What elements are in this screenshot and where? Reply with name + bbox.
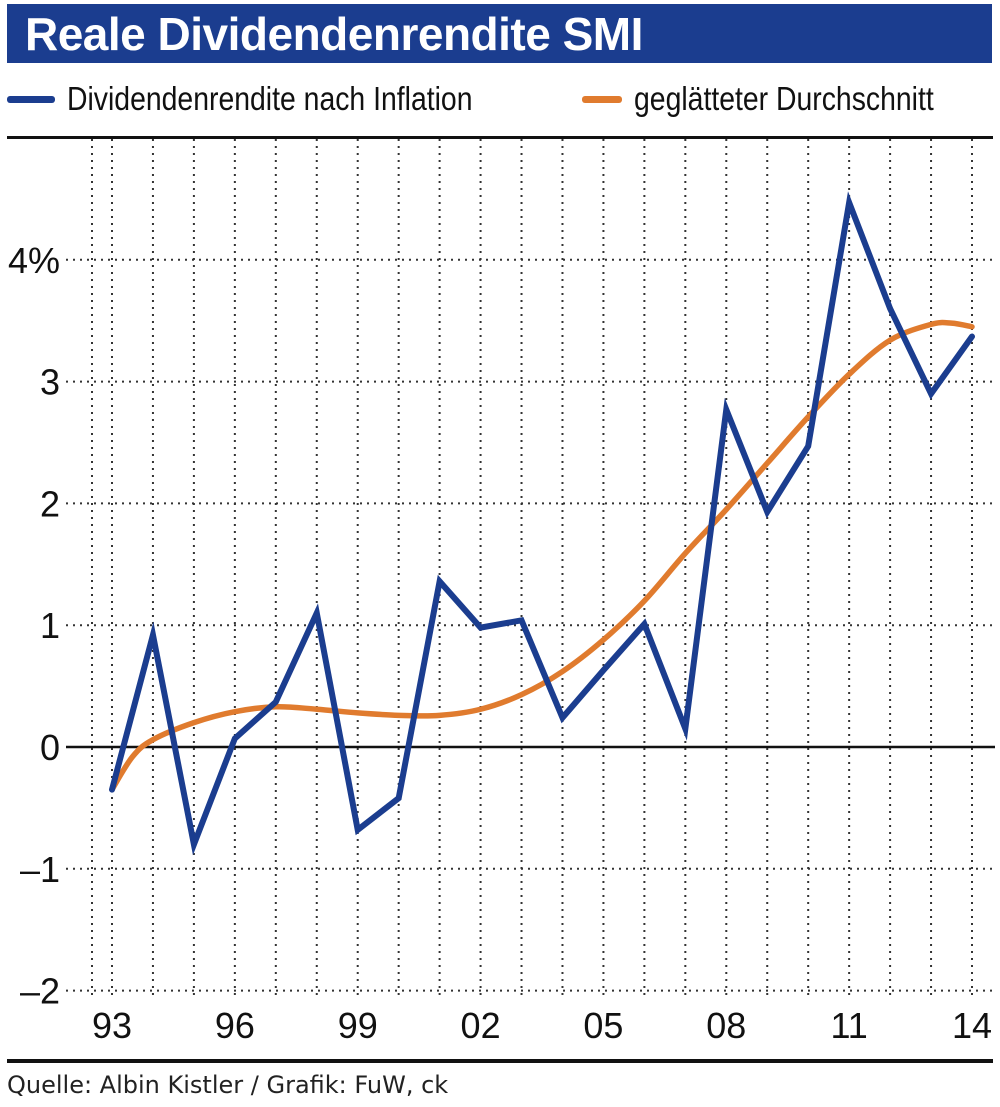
legend-item-smoothed-average: geglätteter Durchschnitt: [582, 80, 983, 118]
x-tick-label: 93: [92, 1005, 132, 1046]
top-rule: [7, 136, 993, 139]
series-line-dividend-yield: [109, 191, 975, 856]
x-tick-label: 11: [830, 1005, 867, 1046]
y-tick-label: 4%: [8, 240, 60, 281]
x-tick-label: 05: [583, 1005, 623, 1046]
x-tick-label: 96: [215, 1005, 255, 1046]
x-tick-label: 99: [338, 1005, 378, 1046]
bottom-rule: [7, 1059, 993, 1063]
y-tick-label: 0: [40, 727, 60, 768]
y-tick-label: 2: [40, 483, 60, 524]
series-line-smoothed-average: [109, 319, 975, 793]
y-tick-label: 3: [40, 362, 60, 403]
legend: Dividendenrendite nach Inflation geglätt…: [0, 80, 1000, 128]
legend-swatch-orange: [582, 95, 622, 103]
y-tick-label: 1: [40, 605, 60, 646]
x-tick-label: 14: [952, 1005, 992, 1046]
x-tick-label: 08: [706, 1005, 746, 1046]
legend-label-smoothed-average: geglätteter Durchschnitt: [634, 80, 934, 117]
legend-label-dividend-yield: Dividendenrendite nach Inflation: [67, 80, 473, 117]
title-bar: Reale Dividendenrendite SMI: [7, 4, 992, 63]
x-tick-label: 02: [461, 1005, 501, 1046]
y-tick-label: –1: [20, 849, 60, 890]
legend-swatch-blue: [7, 95, 55, 103]
source-note: Quelle: Albin Kistler / Grafik: FuW, ck: [7, 1071, 449, 1099]
y-tick-label: –2: [20, 971, 60, 1012]
legend-item-dividend-yield: Dividendenrendite nach Inflation: [7, 80, 539, 118]
chart-title: Reale Dividendenrendite SMI: [25, 8, 643, 60]
